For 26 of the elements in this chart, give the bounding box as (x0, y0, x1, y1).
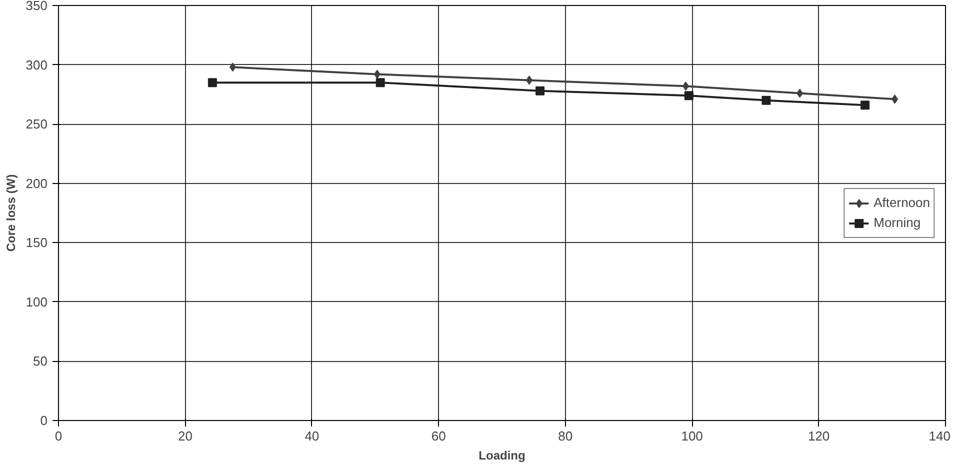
y-tick-label: 150 (26, 235, 48, 250)
y-tick-label: 350 (26, 0, 48, 13)
point (536, 86, 545, 96)
x-tick-label: 40 (304, 428, 320, 444)
point (684, 91, 694, 100)
legend-label: Morning (874, 215, 921, 230)
y-tick-label: 300 (26, 57, 48, 72)
legend-label: Afternoon (874, 195, 930, 210)
x-tick-label: 100 (681, 428, 703, 444)
point (762, 96, 771, 105)
y-tick-label: 50 (33, 354, 48, 369)
x-tick-label: 20 (178, 428, 192, 444)
point (208, 78, 217, 88)
x-tick-label: 120 (808, 428, 830, 444)
y-axis-title: Core loss (W) (4, 174, 18, 252)
x-tick-label: 140 (928, 428, 951, 444)
y-tick-label: 0 (40, 413, 48, 428)
x-axis-title: Loading (478, 448, 526, 462)
point (376, 78, 385, 88)
x-tick-label: 80 (558, 428, 573, 444)
y-tick-label: 200 (26, 176, 48, 191)
y-tick-label: 100 (26, 294, 48, 310)
x-tick-label: 0 (54, 428, 62, 444)
y-tick-label: 250 (26, 116, 48, 132)
point (860, 100, 870, 110)
x-tick-label: 60 (431, 428, 446, 444)
